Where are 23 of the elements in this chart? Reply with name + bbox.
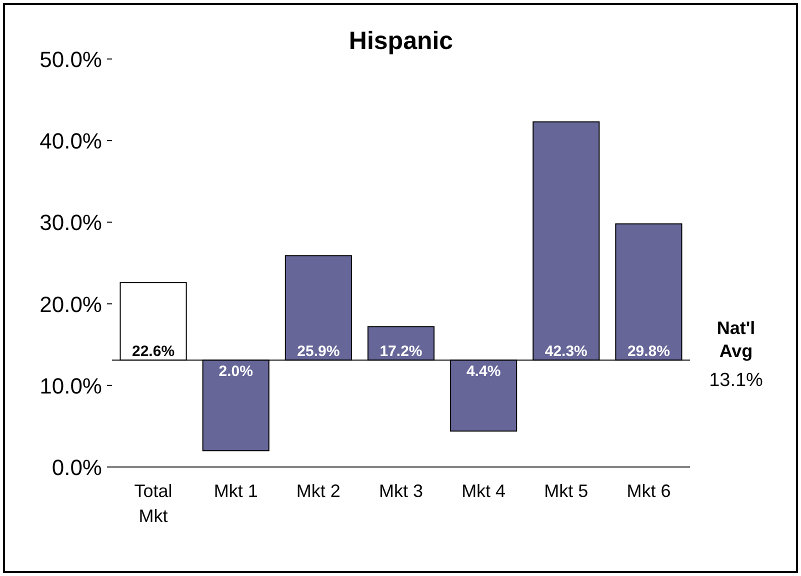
x-tick-label: Mkt 2 [296,481,340,501]
data-label: 4.4% [466,363,501,380]
data-label: 17.2% [380,343,422,360]
x-tick-label: Mkt 6 [626,481,671,501]
x-tick-label: Mkt 5 [544,481,588,501]
ref-line-label: Nat'l Avg [716,318,756,362]
data-label: 25.9% [297,343,340,360]
data-label: 29.8% [627,343,670,360]
x-tick-label: Mkt 3 [378,481,424,501]
chart-title: Hispanic [348,27,454,55]
x-tick-label: Total Mkt [134,481,172,526]
y-tick-label: 40.0% [40,128,102,154]
x-tick-label: Mkt 4 [462,481,506,501]
y-tick-label: 30.0% [40,210,102,236]
data-label: 42.3% [544,343,588,360]
y-tick-label: 50.0% [40,47,102,72]
y-tick-label: 20.0% [40,292,102,317]
text: 13.1% [709,370,764,392]
x-tick-label: Mkt 1 [214,481,258,501]
data-label: 2.0% [218,363,253,380]
y-tick-label: 10.0% [40,373,102,398]
y-tick-label: 0.0% [52,455,102,480]
data-label: 22.6% [132,343,175,360]
